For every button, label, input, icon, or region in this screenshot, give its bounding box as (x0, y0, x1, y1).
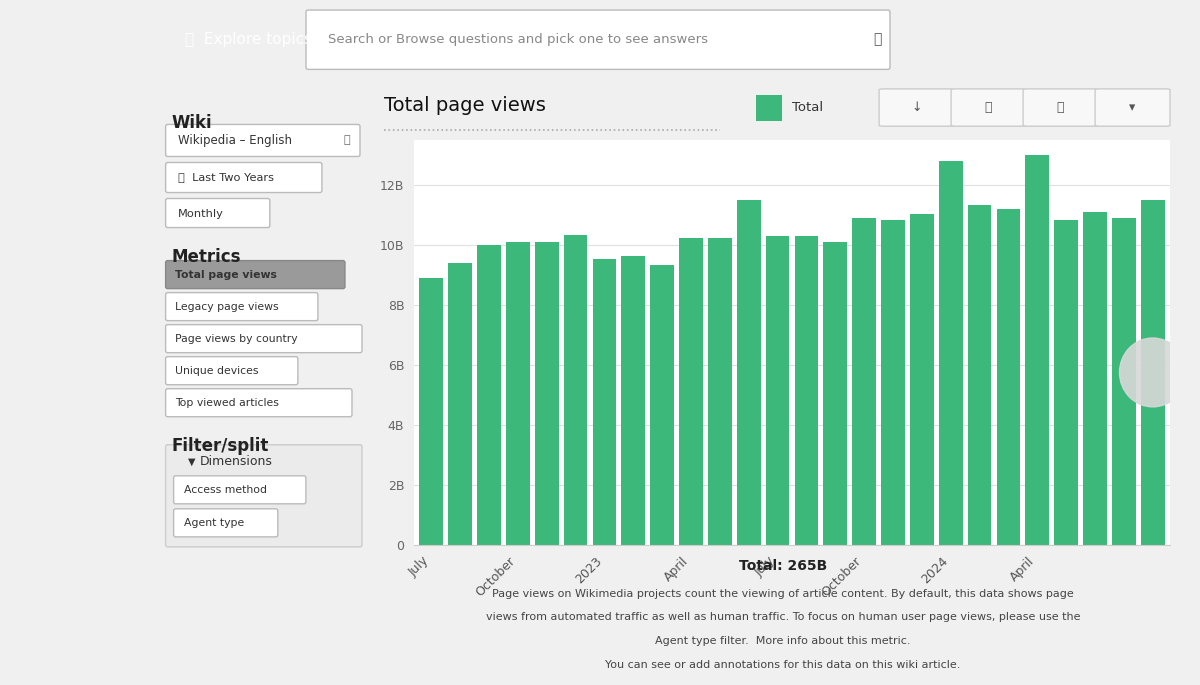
FancyBboxPatch shape (952, 89, 1026, 126)
Text: Agent type: Agent type (184, 518, 244, 528)
FancyBboxPatch shape (166, 199, 270, 227)
FancyBboxPatch shape (174, 509, 278, 537)
Text: ↓: ↓ (911, 101, 922, 114)
Text: Agent type filter.  More info about this metric.: Agent type filter. More info about this … (655, 636, 911, 646)
FancyBboxPatch shape (756, 95, 782, 121)
Text: ▾: ▾ (1129, 101, 1135, 114)
Text: Top viewed articles: Top viewed articles (175, 398, 278, 408)
Bar (794, 236, 818, 545)
Text: ▼: ▼ (187, 457, 196, 466)
Bar (1055, 220, 1078, 545)
Text: 🗓  Last Two Years: 🗓 Last Two Years (178, 173, 274, 182)
Text: Monthly: Monthly (178, 208, 223, 219)
FancyBboxPatch shape (306, 10, 890, 69)
Bar (679, 238, 703, 545)
Bar (766, 236, 790, 545)
Text: Wikipedia – English: Wikipedia – English (178, 134, 292, 147)
Bar (622, 256, 646, 545)
Bar (996, 210, 1020, 545)
Text: Total: Total (792, 101, 823, 114)
Text: You can see or add annotations for this data on this wiki article.: You can see or add annotations for this … (605, 660, 961, 671)
Bar (650, 264, 674, 545)
Text: ⓘ  Explore topics  ∧: ⓘ Explore topics ∧ (185, 32, 334, 47)
Text: 🔗: 🔗 (985, 101, 992, 114)
Bar (823, 242, 847, 545)
Text: Access method: Access method (184, 485, 266, 495)
FancyBboxPatch shape (880, 89, 954, 126)
Bar (478, 245, 500, 545)
Text: Page views by country: Page views by country (175, 334, 298, 344)
Text: Unique devices: Unique devices (175, 366, 258, 375)
Text: Legacy page views: Legacy page views (175, 301, 278, 312)
Text: 📊: 📊 (1057, 101, 1064, 114)
Text: Wiki: Wiki (172, 114, 212, 132)
Text: Dimensions: Dimensions (199, 456, 272, 469)
Text: Page views on Wikimedia projects count the viewing of article content. By defaul: Page views on Wikimedia projects count t… (492, 589, 1074, 599)
Bar (1084, 212, 1106, 545)
Text: Total: 265B: Total: 265B (739, 559, 827, 573)
FancyBboxPatch shape (166, 125, 360, 156)
Text: Search or Browse questions and pick one to see answers: Search or Browse questions and pick one … (328, 33, 708, 46)
FancyBboxPatch shape (1096, 89, 1170, 126)
Bar (1026, 155, 1049, 545)
Bar (852, 219, 876, 545)
FancyBboxPatch shape (166, 162, 322, 192)
Text: Total page views: Total page views (384, 96, 546, 115)
Text: views from automated traffic as well as human traffic. To focus on human user pa: views from automated traffic as well as … (486, 612, 1080, 623)
FancyBboxPatch shape (1024, 89, 1098, 126)
Text: 🔍: 🔍 (872, 32, 881, 46)
FancyBboxPatch shape (174, 476, 306, 504)
Bar (881, 220, 905, 545)
Text: Total page views: Total page views (175, 270, 276, 279)
FancyBboxPatch shape (166, 325, 362, 353)
FancyBboxPatch shape (166, 357, 298, 385)
Circle shape (1120, 338, 1186, 407)
FancyBboxPatch shape (166, 292, 318, 321)
Bar (506, 242, 529, 545)
Bar (564, 235, 588, 545)
Text: 🔍: 🔍 (343, 136, 350, 145)
Bar (535, 242, 558, 545)
Bar (420, 278, 443, 545)
Bar (449, 263, 472, 545)
Bar (967, 205, 991, 545)
Bar (708, 238, 732, 545)
Bar (737, 200, 761, 545)
Text: Metrics: Metrics (172, 247, 241, 266)
FancyBboxPatch shape (166, 260, 344, 288)
Bar (593, 259, 617, 545)
FancyBboxPatch shape (166, 445, 362, 547)
Text: Filter/split: Filter/split (172, 437, 269, 455)
Bar (938, 162, 962, 545)
Bar (910, 214, 934, 545)
FancyBboxPatch shape (166, 388, 352, 416)
Bar (1141, 200, 1164, 545)
Bar (1112, 219, 1135, 545)
